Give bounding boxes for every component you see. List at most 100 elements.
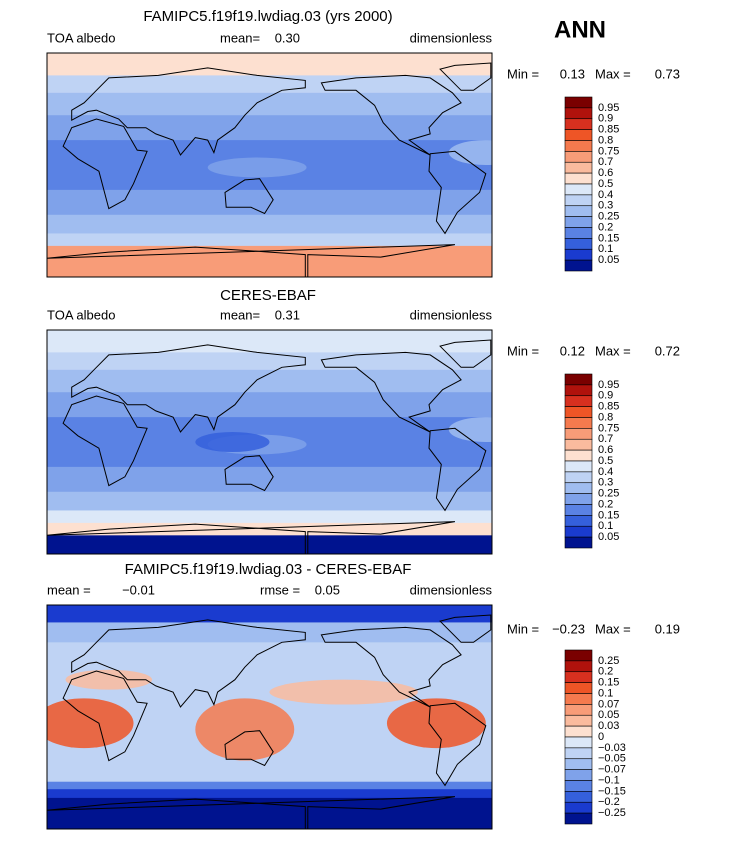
panel-title: FAMIPC5.f19f19.lwdiag.03 - CERES-EBAF [125, 561, 412, 578]
colorbar-label: 0.25 [598, 655, 619, 667]
panel-subheader: 0.05 [315, 582, 340, 597]
range-label: 0.13 [560, 66, 585, 81]
range-label: 0.19 [655, 621, 680, 636]
colorbar-box [564, 129, 593, 141]
coastline [320, 351, 462, 433]
range-label: Max = [595, 343, 631, 358]
colorbar-box [564, 96, 593, 109]
field-blob [195, 698, 295, 761]
colorbar-label: 0.1 [598, 520, 613, 532]
field-band [47, 75, 492, 94]
field-band [47, 92, 492, 116]
colorbar-box [564, 736, 593, 749]
colorbar-label: 0.4 [598, 466, 613, 478]
colorbar-box [564, 248, 593, 261]
panel-subheader: 0.30 [275, 30, 300, 45]
colorbar-label: 0.8 [598, 134, 613, 146]
panel-subheader: mean= [220, 307, 260, 322]
coastline [320, 74, 462, 156]
season-label: ANN [554, 16, 606, 43]
colorbar-label: 0.8 [598, 411, 613, 423]
colorbar-box [564, 238, 593, 250]
map [47, 605, 492, 829]
colorbar-label: 0.2 [598, 666, 613, 678]
coastline [47, 521, 455, 554]
coastline [224, 178, 274, 215]
field-band [47, 369, 492, 393]
colorbar-label: 0.3 [598, 200, 613, 212]
field-band [47, 605, 492, 623]
colorbar-box [564, 216, 593, 228]
field-blob [195, 432, 270, 452]
colorbar-box [564, 460, 593, 473]
coastline [439, 614, 492, 643]
colorbar-label: 0.6 [598, 167, 613, 179]
colorbar-label: 0.2 [598, 221, 613, 233]
panel-title: FAMIPC5.f19f19.lwdiag.03 (yrs 2000) [143, 8, 392, 25]
colorbar-label: 0.2 [598, 498, 613, 510]
colorbar-label: 0.95 [598, 102, 619, 114]
coastline [428, 150, 487, 235]
map [47, 330, 492, 554]
panel-title: CERES-EBAF [220, 287, 316, 304]
colorbar-box [564, 107, 593, 120]
colorbar-box [564, 812, 593, 825]
colorbar-box [564, 769, 593, 781]
range-label: Max = [595, 621, 631, 636]
colorbar-box [564, 536, 593, 549]
colorbar-label: 0.1 [598, 243, 613, 255]
field-blob [448, 140, 492, 165]
coastline [71, 67, 306, 156]
coastline [224, 455, 274, 492]
panel-subheader: dimensionless [410, 30, 493, 45]
coastline [62, 118, 148, 210]
field-band [47, 53, 492, 76]
coastline [47, 796, 455, 829]
colorbar-label: 0.5 [598, 455, 613, 467]
colorbar-label: 0.4 [598, 189, 613, 201]
range-label: Max = [595, 66, 631, 81]
colorbar-label: 0.5 [598, 178, 613, 190]
colorbar-label: 0.9 [598, 113, 613, 125]
colorbar-box [564, 140, 593, 152]
colorbar-box [564, 205, 593, 217]
colorbar-label: 0.15 [598, 232, 619, 244]
colorbar-label: 0.05 [598, 254, 619, 266]
coastline [224, 730, 274, 767]
colorbar-box [564, 259, 593, 272]
colorbar-box [564, 725, 593, 738]
colorbar-label: 0.05 [598, 709, 619, 721]
colorbar-label: 0.03 [598, 720, 619, 732]
range-label: 0.73 [655, 66, 680, 81]
field-blob [386, 698, 486, 749]
coastline [62, 670, 148, 762]
colorbar-box [564, 373, 593, 386]
colorbar-box [564, 151, 593, 163]
panel-subheader: −0.01 [122, 582, 155, 597]
range-label: 0.72 [655, 343, 680, 358]
panel-subheader: TOA albedo [47, 307, 115, 322]
colorbar-label: 0.15 [598, 677, 619, 689]
colorbar-box [564, 758, 593, 770]
colorbar-box [564, 714, 593, 727]
colorbar-label: −0.1 [598, 774, 620, 786]
colorbar-box [564, 227, 593, 239]
colorbar-box [564, 161, 593, 174]
colorbar-box [564, 504, 593, 516]
colorbar-box [564, 671, 593, 683]
colorbar-label: 0.7 [598, 156, 613, 168]
coastline [320, 626, 462, 708]
field-band [47, 214, 492, 234]
colorbar-box [564, 747, 593, 760]
colorbar-box [564, 693, 593, 705]
colorbar-box [564, 194, 593, 207]
colorbar-box [564, 395, 593, 407]
panel-subheader: dimensionless [410, 307, 493, 322]
colorbar-label: 0.85 [598, 124, 619, 136]
colorbar-label: −0.03 [598, 742, 626, 754]
panel-subheader: mean= [220, 30, 260, 45]
colorbar-box [564, 493, 593, 505]
field-blob [47, 698, 134, 749]
colorbar-box [564, 704, 593, 716]
range-label: 0.12 [560, 343, 585, 358]
